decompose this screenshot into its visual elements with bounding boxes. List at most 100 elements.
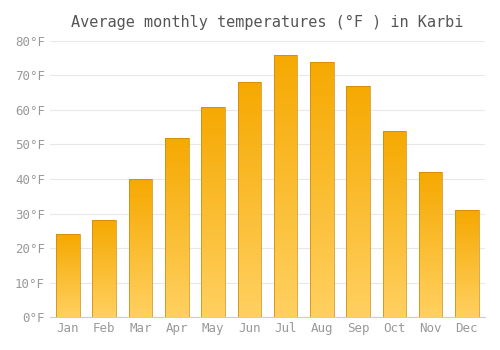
Bar [56,273,80,274]
Bar [202,127,225,130]
Bar [202,235,225,237]
Bar [92,256,116,257]
Bar [419,285,442,287]
Bar [274,157,297,160]
Bar [274,73,297,76]
Bar [238,204,261,207]
Bar [56,241,80,242]
Bar [382,157,406,159]
Bar [92,250,116,251]
Bar [92,260,116,261]
Bar [202,262,225,265]
Bar [92,278,116,279]
Bar [274,301,297,304]
Bar [455,262,478,264]
Bar [274,215,297,217]
Bar [165,199,188,201]
Bar [382,271,406,272]
Bar [310,67,334,69]
Bar [382,131,406,317]
Bar [202,157,225,159]
Bar [455,239,478,240]
Bar [165,152,188,154]
Bar [128,209,152,211]
Bar [238,266,261,268]
Bar [419,201,442,203]
Bar [419,191,442,193]
Bar [274,162,297,165]
Bar [455,230,478,231]
Bar [128,231,152,233]
Bar [274,265,297,267]
Bar [128,255,152,256]
Bar [310,261,334,264]
Bar [202,258,225,260]
Bar [238,155,261,158]
Bar [165,314,188,315]
Bar [346,134,370,137]
Bar [165,308,188,310]
Bar [238,97,261,99]
Bar [165,145,188,147]
Bar [128,247,152,248]
Bar [92,280,116,281]
Bar [346,144,370,146]
Bar [202,145,225,147]
Bar [56,315,80,316]
Bar [128,241,152,243]
Bar [346,169,370,171]
Bar [419,207,442,208]
Bar [128,184,152,186]
Bar [238,167,261,169]
Bar [310,202,334,205]
Bar [419,203,442,204]
Bar [310,215,334,217]
Bar [310,72,334,75]
Bar [382,170,406,172]
Bar [238,127,261,129]
Bar [56,257,80,258]
Bar [238,244,261,247]
Bar [382,164,406,166]
Bar [202,256,225,258]
Bar [455,244,478,245]
Bar [128,238,152,240]
Bar [455,276,478,278]
Bar [128,295,152,296]
Bar [202,290,225,292]
Bar [56,253,80,254]
Bar [128,236,152,237]
Bar [310,151,334,154]
Bar [165,191,188,193]
Bar [202,187,225,189]
Bar [56,275,80,276]
Bar [238,183,261,186]
Bar [165,213,188,215]
Bar [92,281,116,282]
Bar [346,275,370,278]
Bar [92,273,116,274]
Bar [56,310,80,312]
Bar [238,256,261,258]
Bar [202,309,225,311]
Bar [310,128,334,131]
Bar [455,222,478,223]
Bar [238,306,261,308]
Bar [274,202,297,204]
Bar [238,289,261,291]
Bar [238,211,261,214]
Bar [455,307,478,308]
Bar [455,219,478,220]
Bar [202,231,225,233]
Bar [419,268,442,269]
Bar [238,303,261,306]
Bar [346,271,370,273]
Bar [382,144,406,146]
Bar [202,304,225,307]
Bar [128,265,152,266]
Bar [346,93,370,95]
Bar [310,274,334,276]
Bar [310,62,334,317]
Bar [346,130,370,132]
Bar [310,107,334,110]
